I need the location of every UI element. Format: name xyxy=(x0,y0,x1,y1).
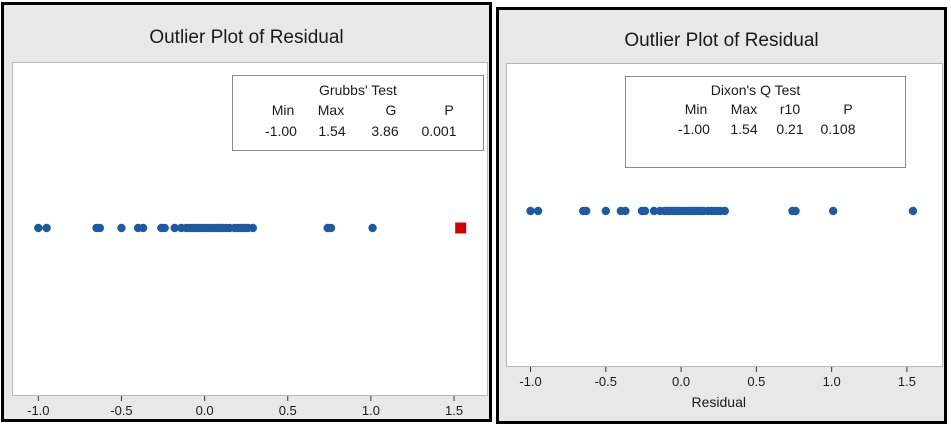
stats-header-r10: r10 xyxy=(779,101,801,117)
grubbs-outlier-plot-panel: Outlier Plot of Residual Grubbs' Test Mi… xyxy=(1,2,492,422)
stats-header-g: G xyxy=(385,102,397,118)
chart-title: Outlier Plot of Residual xyxy=(624,30,819,51)
data-point xyxy=(138,223,148,233)
x-tick-label: 1.0 xyxy=(823,374,841,389)
data-point xyxy=(533,206,543,216)
stats-value-p: 0.108 xyxy=(820,121,856,137)
stats-header-min: Min xyxy=(684,101,708,117)
stats-header-p: P xyxy=(843,101,853,117)
stats-header-min: Min xyxy=(271,102,295,118)
data-point xyxy=(42,223,51,233)
grubbs-stats-box: Grubbs' Test Min Max G P -1.00 1.54 3.86… xyxy=(232,75,484,151)
x-tick-label: 1.5 xyxy=(898,374,916,389)
data-point xyxy=(791,206,800,216)
stats-value-p: 0.001 xyxy=(421,123,457,139)
data-point xyxy=(908,206,918,216)
data-point xyxy=(170,223,179,233)
stats-value-g: 3.86 xyxy=(371,123,399,139)
data-point xyxy=(649,206,659,216)
stats-header-p: P xyxy=(444,102,454,118)
x-tick-label: 0.0 xyxy=(196,403,214,418)
data-point xyxy=(34,223,43,233)
stats-value-max: 1.54 xyxy=(318,123,346,139)
stats-title: Dixon's Q Test xyxy=(710,82,801,98)
stats-title: Grubbs' Test xyxy=(319,82,397,98)
x-tick-label: 0.0 xyxy=(672,374,690,389)
x-tick-label: -0.5 xyxy=(595,374,617,389)
dixon-outlier-plot-panel: Outlier Plot of Residual Dixon's Q Test … xyxy=(496,7,947,424)
x-tick-label: -1.0 xyxy=(27,403,49,418)
stats-header-max: Max xyxy=(317,102,345,118)
data-point xyxy=(95,223,105,233)
x-tick-label: 0.5 xyxy=(747,374,765,389)
stats-value-max: 1.54 xyxy=(730,121,758,137)
data-point xyxy=(621,206,630,216)
data-point xyxy=(160,223,169,233)
data-point xyxy=(368,223,377,233)
chart-title: Outlier Plot of Residual xyxy=(149,27,344,48)
stats-header-max: Max xyxy=(730,101,758,117)
stats-value-min: -1.00 xyxy=(265,123,297,139)
data-point xyxy=(640,206,650,216)
data-point xyxy=(326,223,336,233)
data-point xyxy=(720,206,729,216)
stats-value-min: -1.00 xyxy=(678,121,710,137)
x-tick-label: 1.5 xyxy=(445,403,463,418)
outlier-point xyxy=(455,222,467,234)
data-point xyxy=(582,206,591,216)
x-axis-label: Residual xyxy=(691,394,745,410)
data-point xyxy=(117,223,126,233)
x-tick-label: -0.5 xyxy=(110,403,132,418)
data-point xyxy=(248,223,258,233)
data-point xyxy=(828,206,838,216)
stats-value-r10: 0.21 xyxy=(776,121,804,137)
data-point xyxy=(601,206,611,216)
x-tick-label: 1.0 xyxy=(362,403,380,418)
x-tick-label: 0.5 xyxy=(279,403,297,418)
dixon-stats-box: Dixon's Q Test Min Max r10 P -1.00 1.54 … xyxy=(625,76,906,168)
dixon-scatter-chart: -1.0 -0.5 0.0 0.5 1.0 1.5 Residual xyxy=(519,206,918,410)
x-tick-label: -1.0 xyxy=(519,374,541,389)
data-point xyxy=(526,206,535,216)
grubbs-scatter-chart: -1.0 -0.5 0.0 0.5 1.0 1.5 xyxy=(27,222,467,418)
